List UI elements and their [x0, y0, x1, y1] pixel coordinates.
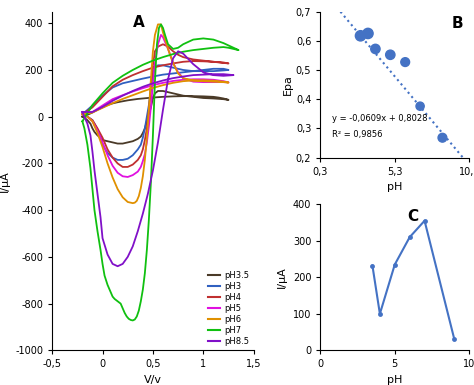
Point [364, 30, 372, 37]
X-axis label: V/v: V/v [144, 375, 162, 385]
Y-axis label: Epa: Epa [283, 74, 293, 95]
Point [386, 52, 394, 58]
Point [357, 33, 365, 39]
X-axis label: pH: pH [387, 375, 402, 385]
Point [438, 135, 446, 141]
Text: C: C [407, 209, 418, 224]
Point [416, 103, 424, 109]
X-axis label: pH: pH [387, 182, 402, 192]
Text: B: B [452, 16, 463, 31]
Point [372, 46, 379, 52]
Y-axis label: I/μA: I/μA [0, 170, 9, 192]
Y-axis label: I/μA: I/μA [277, 266, 287, 288]
Point [401, 59, 409, 65]
Legend: pH3.5, pH3, pH4, pH5, pH6, pH7, pH8.5: pH3.5, pH3, pH4, pH5, pH6, pH7, pH8.5 [208, 271, 249, 346]
Text: A: A [133, 15, 145, 30]
Text: R² = 0,9856: R² = 0,9856 [332, 130, 383, 139]
Text: y = -0,0609x + 0,8028: y = -0,0609x + 0,8028 [332, 114, 428, 123]
